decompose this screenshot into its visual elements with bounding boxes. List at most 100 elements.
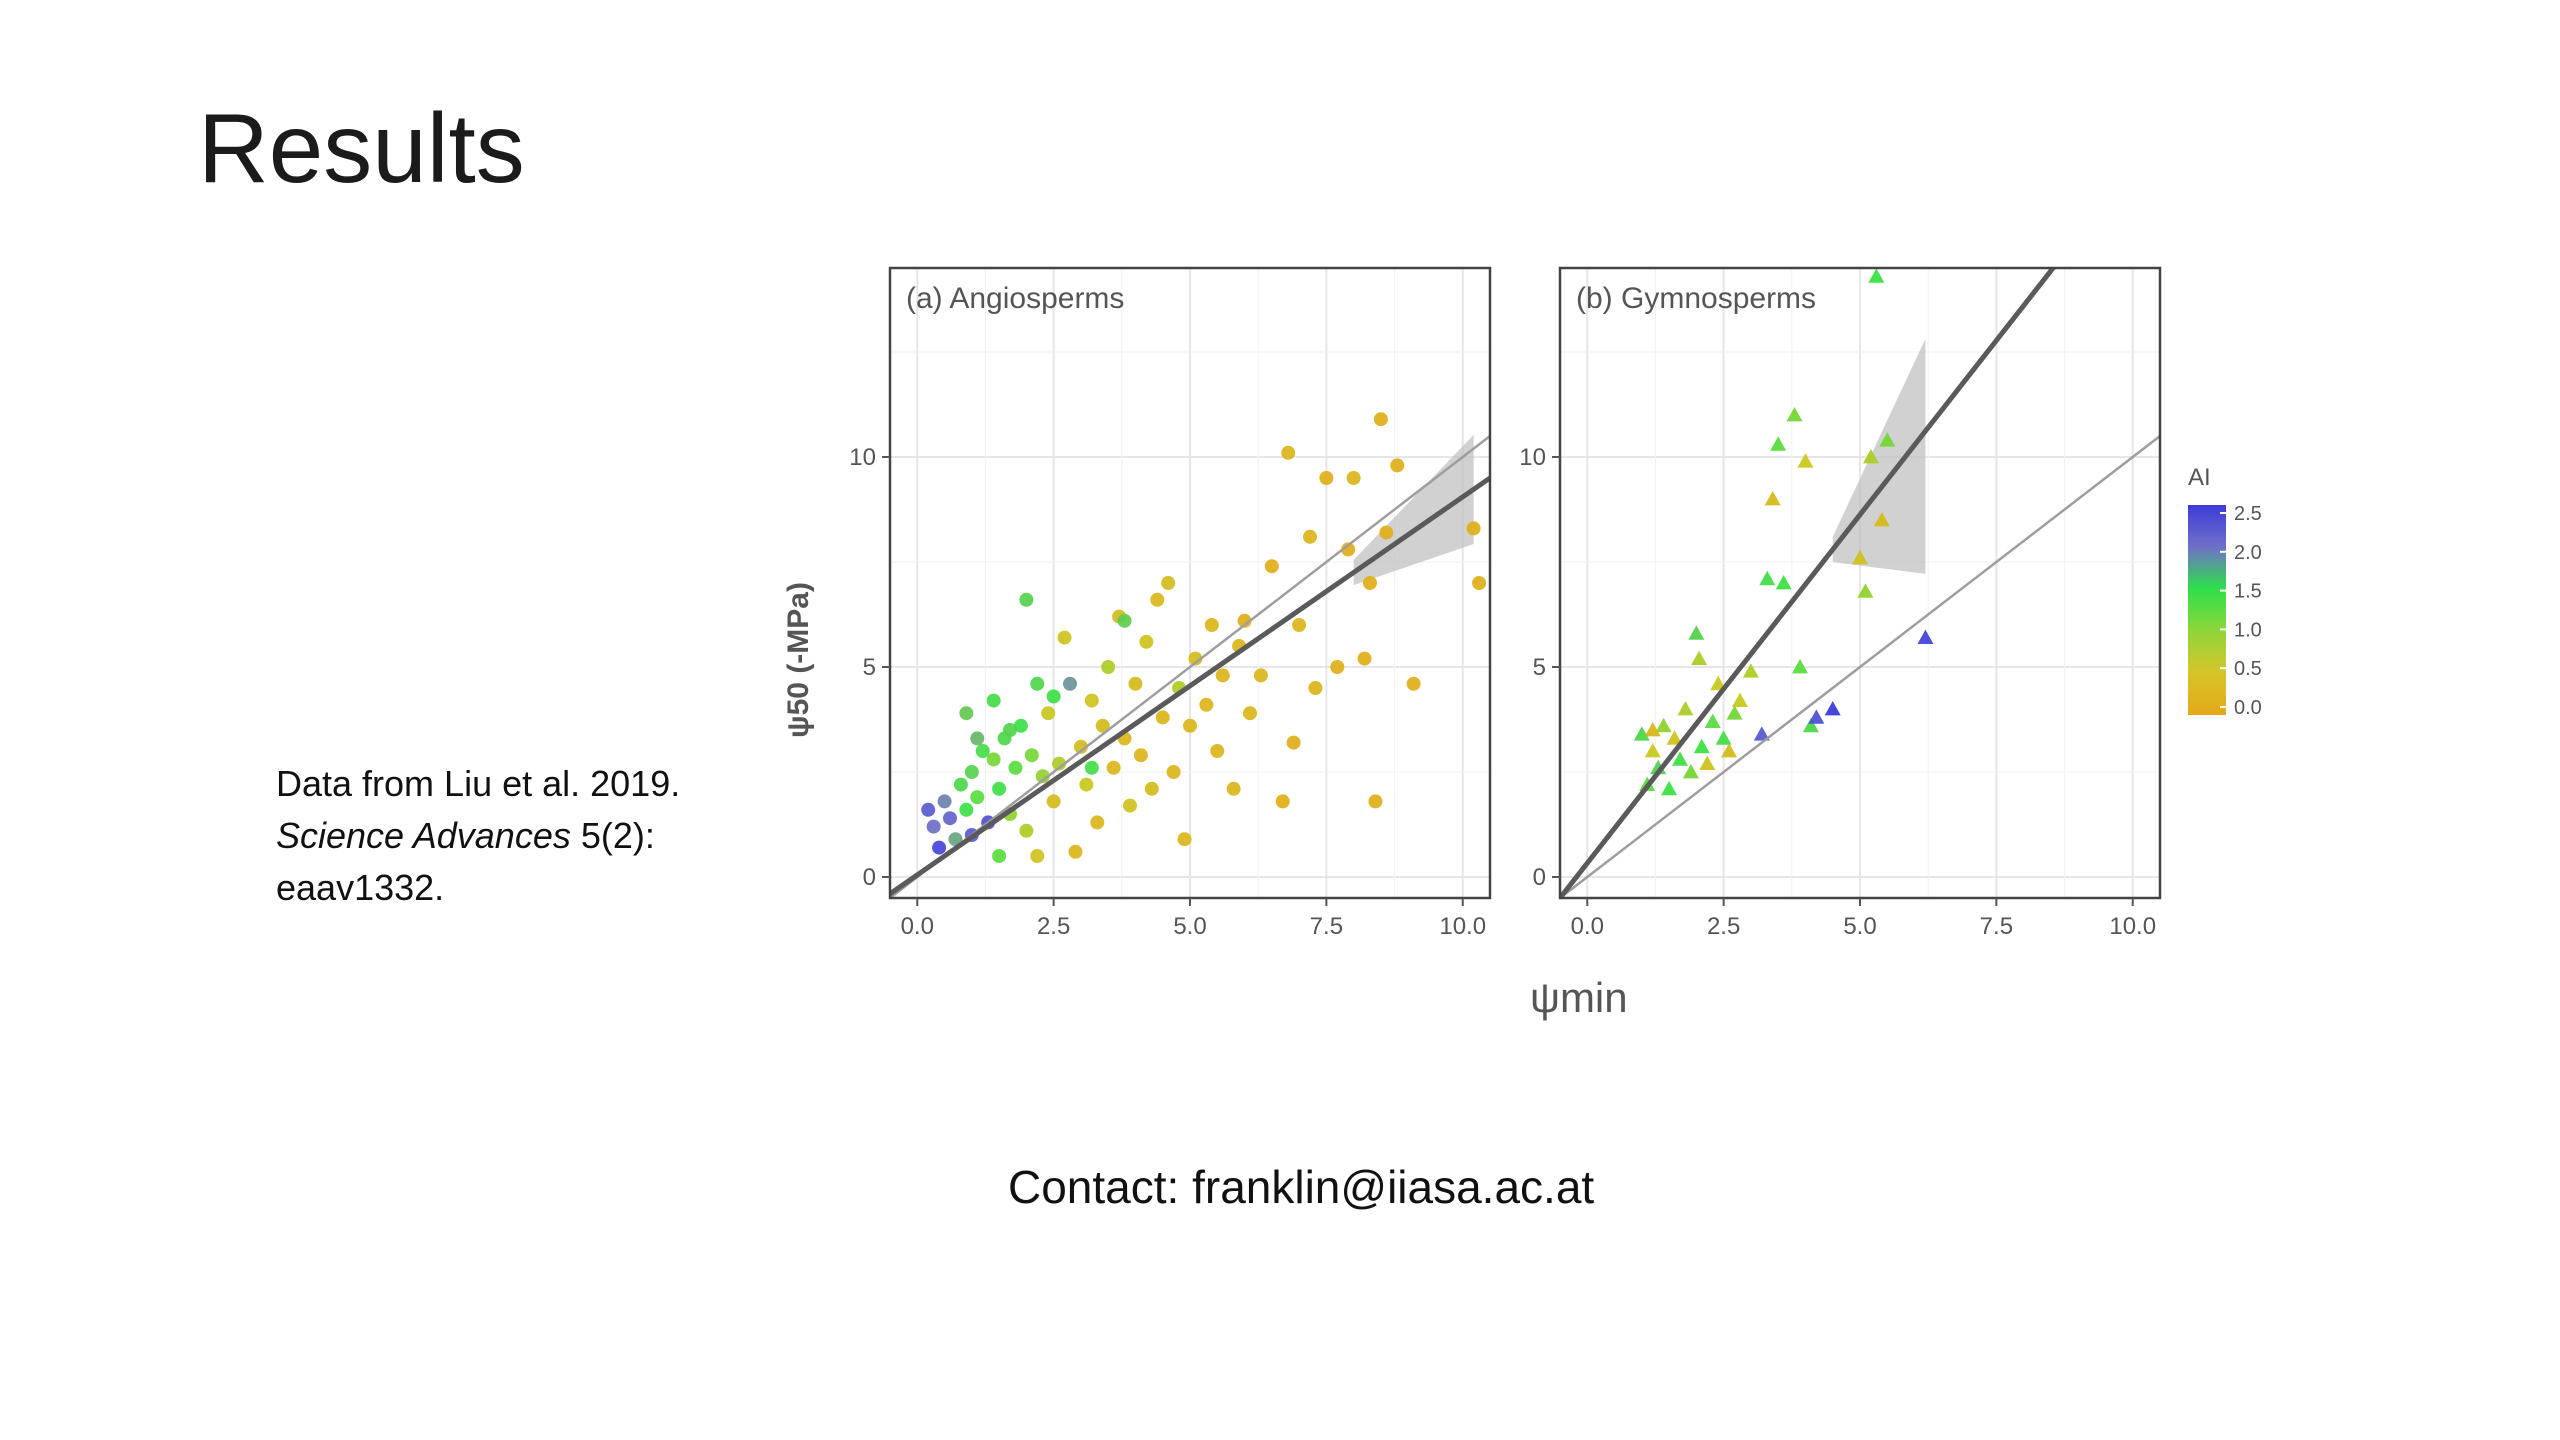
data-point bbox=[1052, 756, 1067, 771]
data-point bbox=[1253, 668, 1268, 683]
data-point bbox=[1150, 592, 1165, 607]
legend-tick-label: 2.0 bbox=[2234, 542, 2262, 564]
data-point bbox=[1682, 764, 1699, 779]
data-point bbox=[1792, 659, 1808, 674]
legend-tick-label: 0.5 bbox=[2234, 658, 2262, 680]
data-point bbox=[1775, 575, 1792, 590]
data-point bbox=[1759, 570, 1776, 586]
data-point bbox=[926, 819, 941, 834]
data-point bbox=[1183, 718, 1197, 733]
data-point bbox=[1466, 521, 1481, 536]
data-point bbox=[1633, 726, 1650, 741]
data-point bbox=[1770, 436, 1787, 451]
citation-line-1: Data from Liu et al. 2019. bbox=[276, 763, 681, 804]
y-tick-label: 10 bbox=[849, 444, 876, 471]
panel-title: (b) Gymnosperms bbox=[1576, 282, 1816, 315]
data-point bbox=[1644, 743, 1661, 758]
legend-title: AI bbox=[2188, 464, 2211, 491]
data-point bbox=[1868, 268, 1885, 283]
data-point bbox=[1357, 651, 1372, 666]
data-point bbox=[1862, 449, 1879, 464]
data-point bbox=[932, 840, 947, 855]
x-tick-label: 5.0 bbox=[1173, 913, 1206, 940]
data-point bbox=[1013, 718, 1028, 733]
y-tick-label: 5 bbox=[1533, 654, 1546, 681]
data-point bbox=[1873, 512, 1890, 527]
legend-tick-label: 1.0 bbox=[2234, 619, 2262, 641]
data-point bbox=[1303, 529, 1317, 544]
data-point bbox=[986, 752, 1001, 767]
data-point bbox=[970, 790, 985, 805]
data-point bbox=[1286, 735, 1301, 750]
citation-journal: Science Advances bbox=[276, 815, 571, 856]
data-point bbox=[1161, 576, 1176, 590]
data-point bbox=[1030, 849, 1045, 863]
data-point bbox=[1095, 718, 1110, 733]
data-point bbox=[1721, 743, 1738, 758]
legend-tick-label: 0.0 bbox=[2234, 697, 2262, 719]
x-axis-label: ψmin bbox=[1530, 974, 1628, 1021]
data-point bbox=[1008, 760, 1023, 775]
panel-title: (a) Angiosperms bbox=[906, 282, 1124, 315]
data-point bbox=[1030, 676, 1045, 691]
data-point bbox=[1644, 722, 1661, 737]
scatter-figure: 0.0 2.5 5.0 7.5 10.0 0 5 10 (a) Angiosperms 0.0 2.… bbox=[782, 266, 2262, 1021]
fit-line bbox=[890, 475, 1490, 896]
data-point bbox=[1133, 748, 1148, 763]
data-point bbox=[1715, 730, 1732, 745]
citation-line-3: eaav1332. bbox=[276, 867, 445, 908]
data-point bbox=[1123, 798, 1137, 813]
data-point bbox=[992, 781, 1007, 796]
data-point bbox=[1373, 412, 1388, 427]
data-point bbox=[1677, 701, 1694, 716]
data-point bbox=[943, 811, 957, 826]
data-point bbox=[1732, 692, 1748, 707]
y-axis-label: ψ50 (-MPa) bbox=[782, 582, 815, 738]
legend-tick-label: 1.5 bbox=[2234, 581, 2262, 603]
y-tick-label: 5 bbox=[863, 654, 876, 681]
plot-area bbox=[890, 412, 1490, 898]
data-point bbox=[1379, 525, 1394, 540]
data-point bbox=[1106, 760, 1121, 775]
data-point bbox=[1346, 471, 1361, 485]
data-point bbox=[1472, 576, 1487, 590]
data-point bbox=[1024, 748, 1039, 763]
data-point bbox=[1655, 717, 1672, 733]
data-point bbox=[986, 693, 1001, 708]
legend-tick-label: 2.5 bbox=[2234, 503, 2262, 525]
data-point bbox=[1710, 675, 1727, 691]
data-point bbox=[921, 802, 936, 817]
data-point bbox=[1363, 576, 1377, 590]
x-tick-label: 0.0 bbox=[1571, 913, 1604, 940]
data-point bbox=[1057, 630, 1072, 645]
data-point bbox=[1177, 832, 1192, 847]
data-point bbox=[1281, 445, 1296, 460]
data-point bbox=[1204, 618, 1219, 632]
data-point bbox=[1079, 777, 1094, 792]
plot-area bbox=[1560, 268, 2160, 898]
data-point bbox=[1237, 613, 1252, 628]
data-point bbox=[1068, 844, 1083, 859]
data-point bbox=[1019, 592, 1034, 607]
data-point bbox=[1797, 453, 1814, 468]
data-point bbox=[1128, 676, 1143, 691]
x-tick-label: 2.5 bbox=[1037, 913, 1070, 940]
data-point bbox=[1688, 625, 1705, 640]
data-point bbox=[1084, 760, 1099, 775]
data-point bbox=[1226, 781, 1241, 796]
one-to-one-line bbox=[1560, 435, 2160, 898]
data-point bbox=[1292, 618, 1307, 632]
data-point bbox=[1139, 634, 1154, 649]
data-point bbox=[1330, 660, 1345, 674]
data-point bbox=[1084, 693, 1099, 708]
data-point bbox=[1046, 794, 1061, 809]
data-point bbox=[937, 794, 952, 809]
panels-group: 0.0 2.5 5.0 7.5 10.0 0 5 10 (a) Angiosperms 0.0 2.… bbox=[849, 266, 2162, 940]
data-point bbox=[1155, 710, 1170, 725]
y-tick-label: 0 bbox=[863, 864, 876, 891]
data-point bbox=[1243, 706, 1257, 721]
data-point bbox=[1041, 706, 1056, 721]
citation-line-2: Science Advances 5(2): bbox=[276, 810, 680, 862]
data-point bbox=[1144, 781, 1159, 796]
data-point bbox=[1857, 583, 1874, 598]
